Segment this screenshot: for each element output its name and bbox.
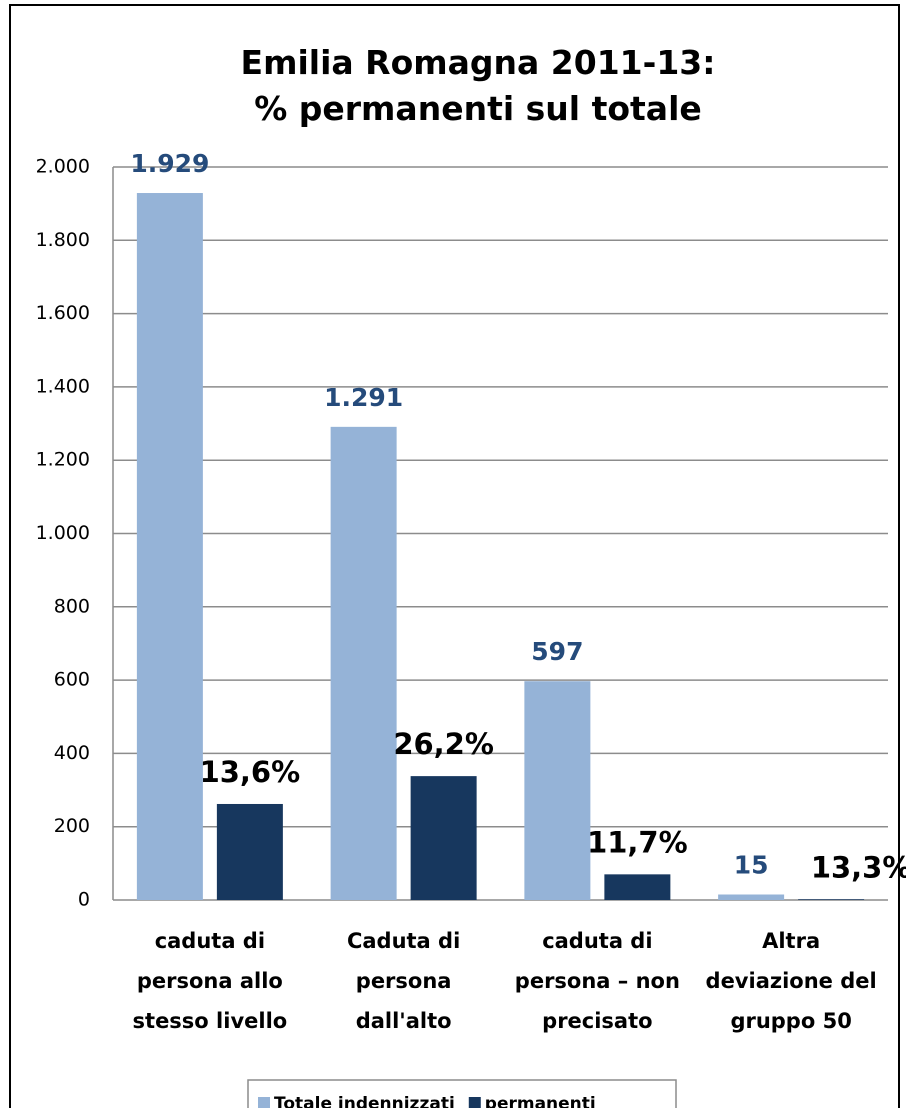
value-label: 1.291 <box>324 383 403 412</box>
x-tick-label: caduta di persona – non precisato <box>515 929 680 1033</box>
legend-label: permanenti <box>485 1094 596 1108</box>
x-tick-label: Caduta di persona dall'alto <box>347 929 460 1033</box>
y-tick-label: 1.200 <box>36 449 90 471</box>
bar <box>216 803 283 900</box>
bar <box>330 426 397 900</box>
share-label: 11,7% <box>587 825 688 859</box>
legend-swatch <box>258 1097 270 1108</box>
y-tick-label: 200 <box>54 815 90 837</box>
legend-label: Totale indennizzati <box>274 1094 455 1108</box>
y-tick-label: 400 <box>54 742 90 764</box>
y-tick-label: 2.000 <box>36 156 90 178</box>
y-tick-label: 800 <box>54 595 90 617</box>
share-label: 13,3% <box>811 850 906 884</box>
bar <box>136 193 203 901</box>
legend-swatch <box>468 1097 481 1108</box>
bar <box>798 899 865 900</box>
bar <box>410 776 477 900</box>
x-tick-label: caduta di persona allo stesso livello <box>133 929 288 1033</box>
y-tick-label: 600 <box>54 669 90 691</box>
x-tick-label: Altra deviazione del gruppo 50 <box>706 929 877 1033</box>
bar <box>524 681 591 900</box>
bar <box>718 894 785 900</box>
chart-title: Emilia Romagna 2011-13:% permanenti sul … <box>241 43 716 128</box>
legend-box <box>247 1079 677 1108</box>
y-tick-label: 1.400 <box>36 375 90 397</box>
value-label: 597 <box>531 637 583 666</box>
share-label: 13,6% <box>200 755 301 789</box>
y-tick-label: 1.600 <box>36 302 90 324</box>
value-label: 15 <box>734 851 769 880</box>
y-tick-label: 1.000 <box>36 522 90 544</box>
share-label: 26,2% <box>393 727 494 761</box>
y-tick-label: 1.800 <box>36 229 90 251</box>
value-label: 1.929 <box>130 149 209 178</box>
bar <box>604 874 671 900</box>
y-tick-label: 0 <box>78 889 90 911</box>
